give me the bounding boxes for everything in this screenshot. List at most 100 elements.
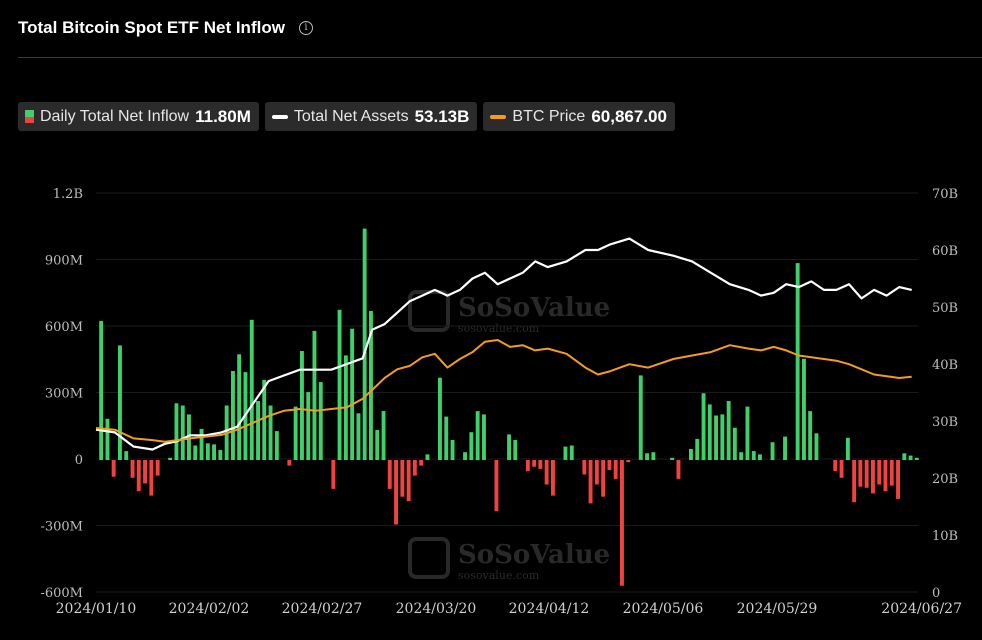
inflow-bar [205,443,210,460]
inflow-bar [136,460,141,492]
legend-label: Total Net Assets [293,107,409,125]
inflow-bar [193,445,198,460]
inflow-bar [739,452,744,460]
left-axis-tick: 600M [45,320,83,335]
inflow-bar [745,406,750,460]
inflow-bar [231,371,235,460]
left-axis-tick: 1.2B [53,187,83,202]
x-axis-tick: 2024/06/27 [881,601,962,617]
inflow-bar [532,460,537,467]
inflow-bar [588,460,593,504]
inflow-bar [814,433,819,460]
legend-item-daily-net-inflow[interactable]: Daily Total Net Inflow 11.80M [18,102,259,131]
inflow-bar [312,330,317,460]
inflow-bar [638,375,643,460]
legend-label: BTC Price [512,107,586,125]
inflow-bar [406,460,411,502]
inflow-bar [714,415,718,460]
inflow-bar [626,460,631,463]
inflow-bar [375,430,380,460]
total-net-assets-line [95,237,912,451]
inflow-bar [118,345,122,460]
inflow-bar [300,351,304,460]
inflow-bar [676,460,681,479]
inflow-bar [287,460,292,466]
x-axis-tick: 2024/04/12 [509,601,590,617]
left-axis-tick: -300M [40,520,83,535]
left-axis-tick: 300M [45,387,83,402]
right-axis-tick: 50B [932,301,958,316]
inflow-bar [419,460,424,466]
inflow-bar [444,416,449,460]
inflow-bar [425,454,430,460]
x-axis-tick: 2024/05/29 [737,601,818,617]
inflow-bar [839,460,844,478]
inflow-bar [394,460,398,525]
inflow-bar [620,460,624,586]
inflow-bar [249,319,254,460]
inflow-bar [544,460,549,485]
inflow-bar [871,460,875,494]
inflow-bar [770,442,775,460]
legend-label: Daily Total Net Inflow [40,107,190,125]
inflow-bar [783,436,787,460]
inflow-bar [613,460,618,479]
inflow-bar [751,451,756,460]
x-axis-tick: 2024/02/27 [282,601,363,617]
legend-value: 60,867.00 [591,106,667,126]
right-axis-tick: 0 [932,586,940,601]
inflow-bar [99,320,104,460]
inflow-bar [858,460,863,487]
right-axis-tick: 20B [932,472,958,487]
inflow-bar [337,309,342,460]
inflow-bar [883,460,888,492]
inflow-bar [914,457,919,460]
bar-swatch-icon [25,110,34,123]
inflow-bar [350,328,355,460]
info-icon[interactable]: i [298,21,313,35]
inflow-bar [720,414,725,460]
inflow-bar [237,354,242,460]
left-axis-tick: -600M [40,586,83,601]
inflow-bar [463,452,467,460]
inflow-bar [187,414,191,460]
line-swatch-icon [271,114,288,119]
right-axis-tick: 30B [932,415,958,430]
legend-value: 11.80M [195,106,251,126]
inflow-bar [438,377,442,460]
watermark-brand: SoSoValue [458,540,610,570]
legend-item-btc-price[interactable]: BTC Price 60,867.00 [483,102,675,131]
inflow-bar [111,460,116,477]
inflow-bar [563,446,568,460]
legend-item-total-net-assets[interactable]: Total Net Assets 53.13B [264,102,478,131]
inflow-bar [180,405,185,460]
chart-header: Total Bitcoin Spot ETF Net Inflow i [18,18,313,38]
inflow-bar [387,460,392,489]
inflow-bar [525,460,530,472]
inflow-bar [569,445,574,460]
btc-price-line [95,339,912,443]
inflow-bar [475,411,480,461]
inflow-bar [808,411,813,461]
inflow-bar [331,460,336,489]
header-divider [18,57,982,58]
inflow-bar [902,453,907,460]
inflow-bar [105,418,110,460]
right-axis-tick: 40B [932,358,958,373]
inflow-bar [268,405,273,460]
inflow-bar [896,460,900,499]
inflow-bar [494,460,499,512]
inflow-bar [155,460,160,476]
inflow-bar [795,263,800,460]
inflow-bar [726,401,731,460]
inflow-bar [130,460,135,478]
inflow-bar [889,460,894,486]
inflow-bar [645,453,649,460]
inflow-bar [758,454,762,460]
x-axis-tick: 2024/02/02 [169,601,250,617]
watermark-site: sosovalue.com [458,322,540,335]
inflow-bar [538,460,543,469]
